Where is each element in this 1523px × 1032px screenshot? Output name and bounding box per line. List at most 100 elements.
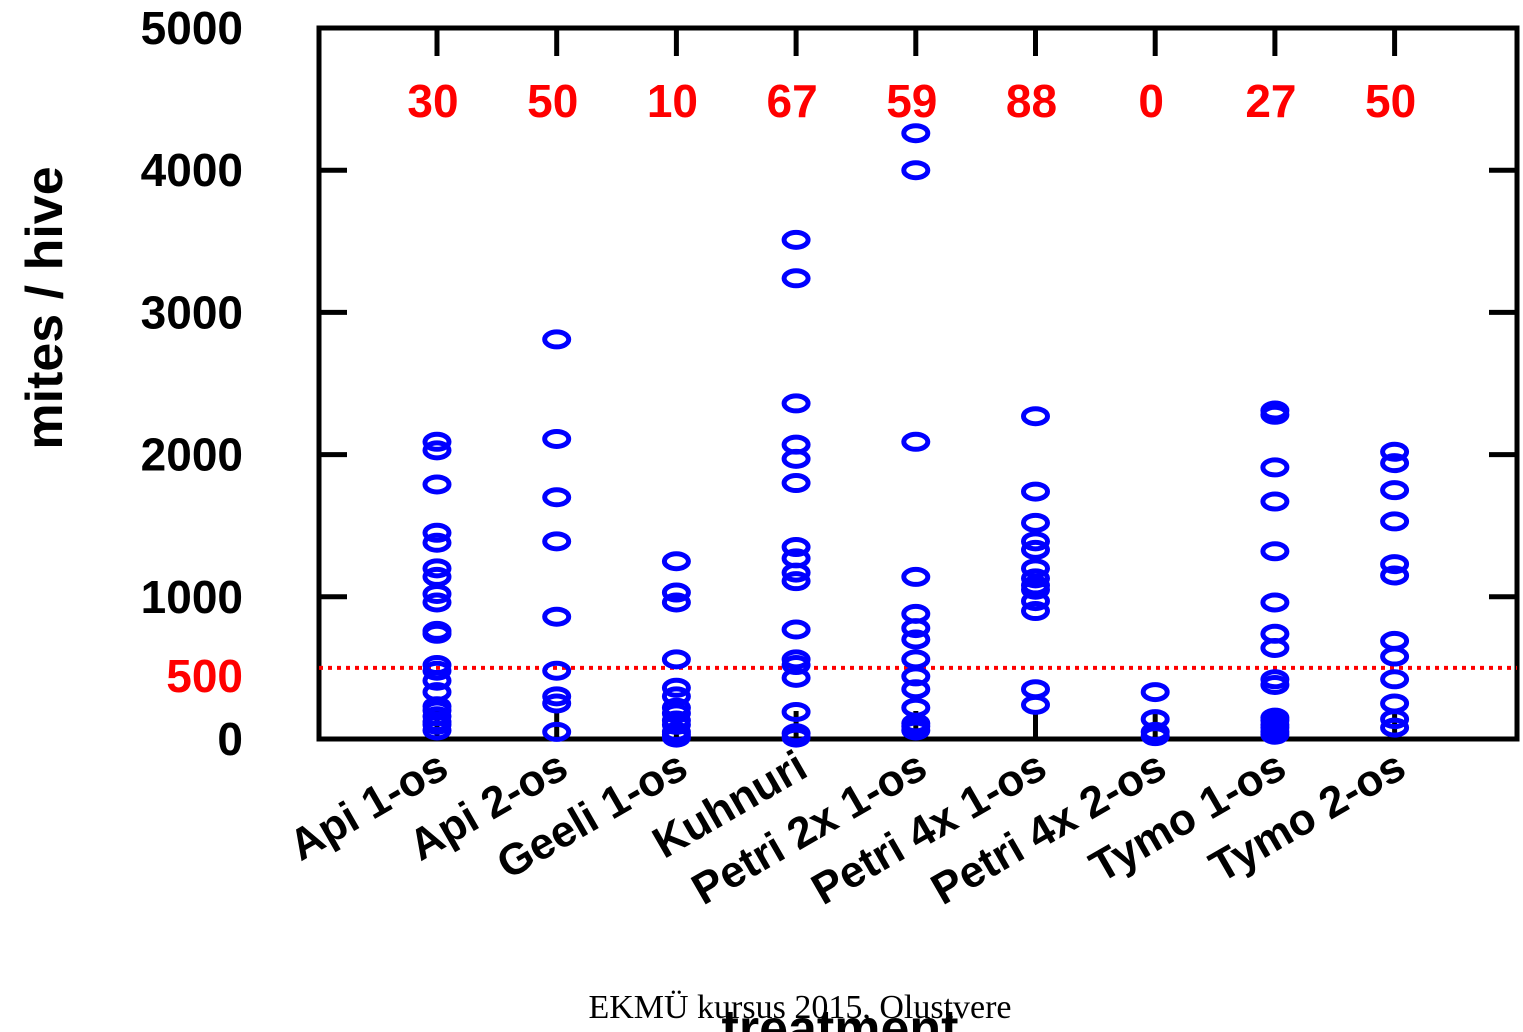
point-3-10 bbox=[781, 537, 811, 558]
point-1-1 bbox=[542, 693, 572, 714]
point-0-11 bbox=[422, 620, 452, 641]
point-0-15 bbox=[422, 558, 452, 579]
point-5-1 bbox=[1021, 679, 1050, 700]
point-8-11 bbox=[1380, 441, 1410, 462]
point-0-12 bbox=[422, 592, 452, 613]
point-5-7 bbox=[1021, 558, 1050, 579]
point-4-13 bbox=[901, 123, 931, 144]
point-3-7 bbox=[781, 571, 811, 592]
count-label-4: 59 bbox=[886, 75, 937, 127]
point-4-10 bbox=[901, 566, 931, 587]
count-label-0: 30 bbox=[407, 75, 458, 127]
point-0-6 bbox=[422, 682, 452, 703]
count-label-2: 10 bbox=[647, 75, 698, 127]
point-8-2 bbox=[1380, 693, 1410, 714]
point-5-0 bbox=[1021, 694, 1050, 715]
y-axis-title: mites / hive bbox=[16, 166, 74, 449]
point-5-6 bbox=[1021, 568, 1050, 589]
point-0-9 bbox=[422, 655, 452, 676]
point-7-13 bbox=[1260, 457, 1290, 478]
point-3-6 bbox=[781, 619, 811, 640]
point-3-15 bbox=[781, 268, 811, 289]
point-3-9 bbox=[781, 548, 811, 569]
point-7-7 bbox=[1260, 669, 1290, 690]
point-4-7 bbox=[901, 629, 931, 650]
point-0-14 bbox=[422, 566, 452, 587]
y-tick-label-3000: 3000 bbox=[141, 286, 243, 338]
point-5-8 bbox=[1021, 539, 1050, 560]
point-4-3 bbox=[901, 697, 931, 718]
point-1-3 bbox=[542, 660, 572, 681]
y-tick-label-2000: 2000 bbox=[141, 429, 243, 481]
point-2-7 bbox=[661, 686, 691, 707]
y-tick-label-1000: 1000 bbox=[141, 571, 243, 623]
point-1-5 bbox=[542, 531, 572, 552]
point-2-10 bbox=[661, 592, 691, 613]
count-label-7: 27 bbox=[1245, 75, 1296, 127]
point-8-4 bbox=[1380, 646, 1410, 667]
point-0-18 bbox=[422, 474, 452, 495]
point-6-2 bbox=[1140, 709, 1170, 730]
point-2-6 bbox=[661, 697, 691, 718]
point-4-12 bbox=[901, 160, 931, 181]
point-1-2 bbox=[542, 686, 572, 707]
point-1-0 bbox=[542, 721, 572, 742]
count-label-8: 50 bbox=[1365, 75, 1416, 127]
point-1-8 bbox=[542, 329, 572, 350]
point-4-6 bbox=[901, 649, 931, 670]
point-0-19 bbox=[422, 440, 452, 461]
point-1-4 bbox=[542, 606, 572, 627]
point-0-17 bbox=[422, 522, 452, 543]
point-8-9 bbox=[1380, 480, 1410, 501]
point-1-7 bbox=[542, 428, 572, 449]
point-7-11 bbox=[1260, 541, 1290, 562]
point-2-11 bbox=[661, 582, 691, 603]
point-7-15 bbox=[1260, 400, 1290, 421]
count-label-5: 88 bbox=[1006, 75, 1057, 127]
point-4-11 bbox=[901, 431, 931, 452]
y-tick-label-4000: 4000 bbox=[141, 144, 243, 196]
footer-caption: EKMÜ kursus 2015, Olustvere bbox=[588, 989, 1011, 1026]
point-8-5 bbox=[1380, 630, 1410, 651]
point-3-16 bbox=[781, 229, 811, 250]
point-7-10 bbox=[1260, 592, 1290, 613]
y-axis-ticks bbox=[319, 25, 1517, 742]
y-axis-tick-labels: 0 1000 2000 3000 4000 5000 bbox=[141, 2, 243, 765]
point-7-12 bbox=[1260, 491, 1290, 512]
point-0-16 bbox=[422, 532, 452, 553]
point-4-5 bbox=[901, 666, 931, 687]
y-tick-label-5000: 5000 bbox=[141, 2, 243, 54]
count-label-1: 50 bbox=[527, 75, 578, 127]
point-8-6 bbox=[1380, 565, 1410, 586]
point-3-2 bbox=[781, 701, 811, 722]
point-5-11 bbox=[1021, 481, 1050, 502]
point-4-9 bbox=[901, 603, 931, 624]
point-5-12 bbox=[1021, 406, 1050, 427]
point-3-13 bbox=[781, 434, 811, 455]
point-3-11 bbox=[781, 473, 811, 494]
reference-line-label: 500 bbox=[166, 650, 243, 702]
point-8-0 bbox=[1380, 717, 1410, 738]
point-3-5 bbox=[781, 649, 811, 670]
point-7-9 bbox=[1260, 623, 1290, 644]
point-2-2 bbox=[661, 721, 691, 742]
point-8-3 bbox=[1380, 669, 1410, 690]
point-2-12 bbox=[661, 551, 691, 572]
point-2-9 bbox=[661, 649, 691, 670]
point-3-14 bbox=[781, 393, 811, 414]
sample-count-labels: 30 50 10 67 59 88 0 27 50 bbox=[407, 75, 1416, 127]
point-8-8 bbox=[1380, 511, 1410, 532]
point-8-10 bbox=[1380, 453, 1410, 474]
count-label-6: 0 bbox=[1138, 75, 1164, 127]
count-label-3: 67 bbox=[767, 75, 818, 127]
data-points bbox=[422, 123, 1410, 748]
point-3-1 bbox=[781, 723, 811, 744]
y-tick-label-0: 0 bbox=[217, 713, 243, 765]
point-7-5 bbox=[1260, 707, 1290, 728]
point-8-7 bbox=[1380, 554, 1410, 575]
point-1-6 bbox=[542, 487, 572, 508]
point-6-3 bbox=[1140, 682, 1170, 703]
point-5-9 bbox=[1021, 531, 1050, 552]
